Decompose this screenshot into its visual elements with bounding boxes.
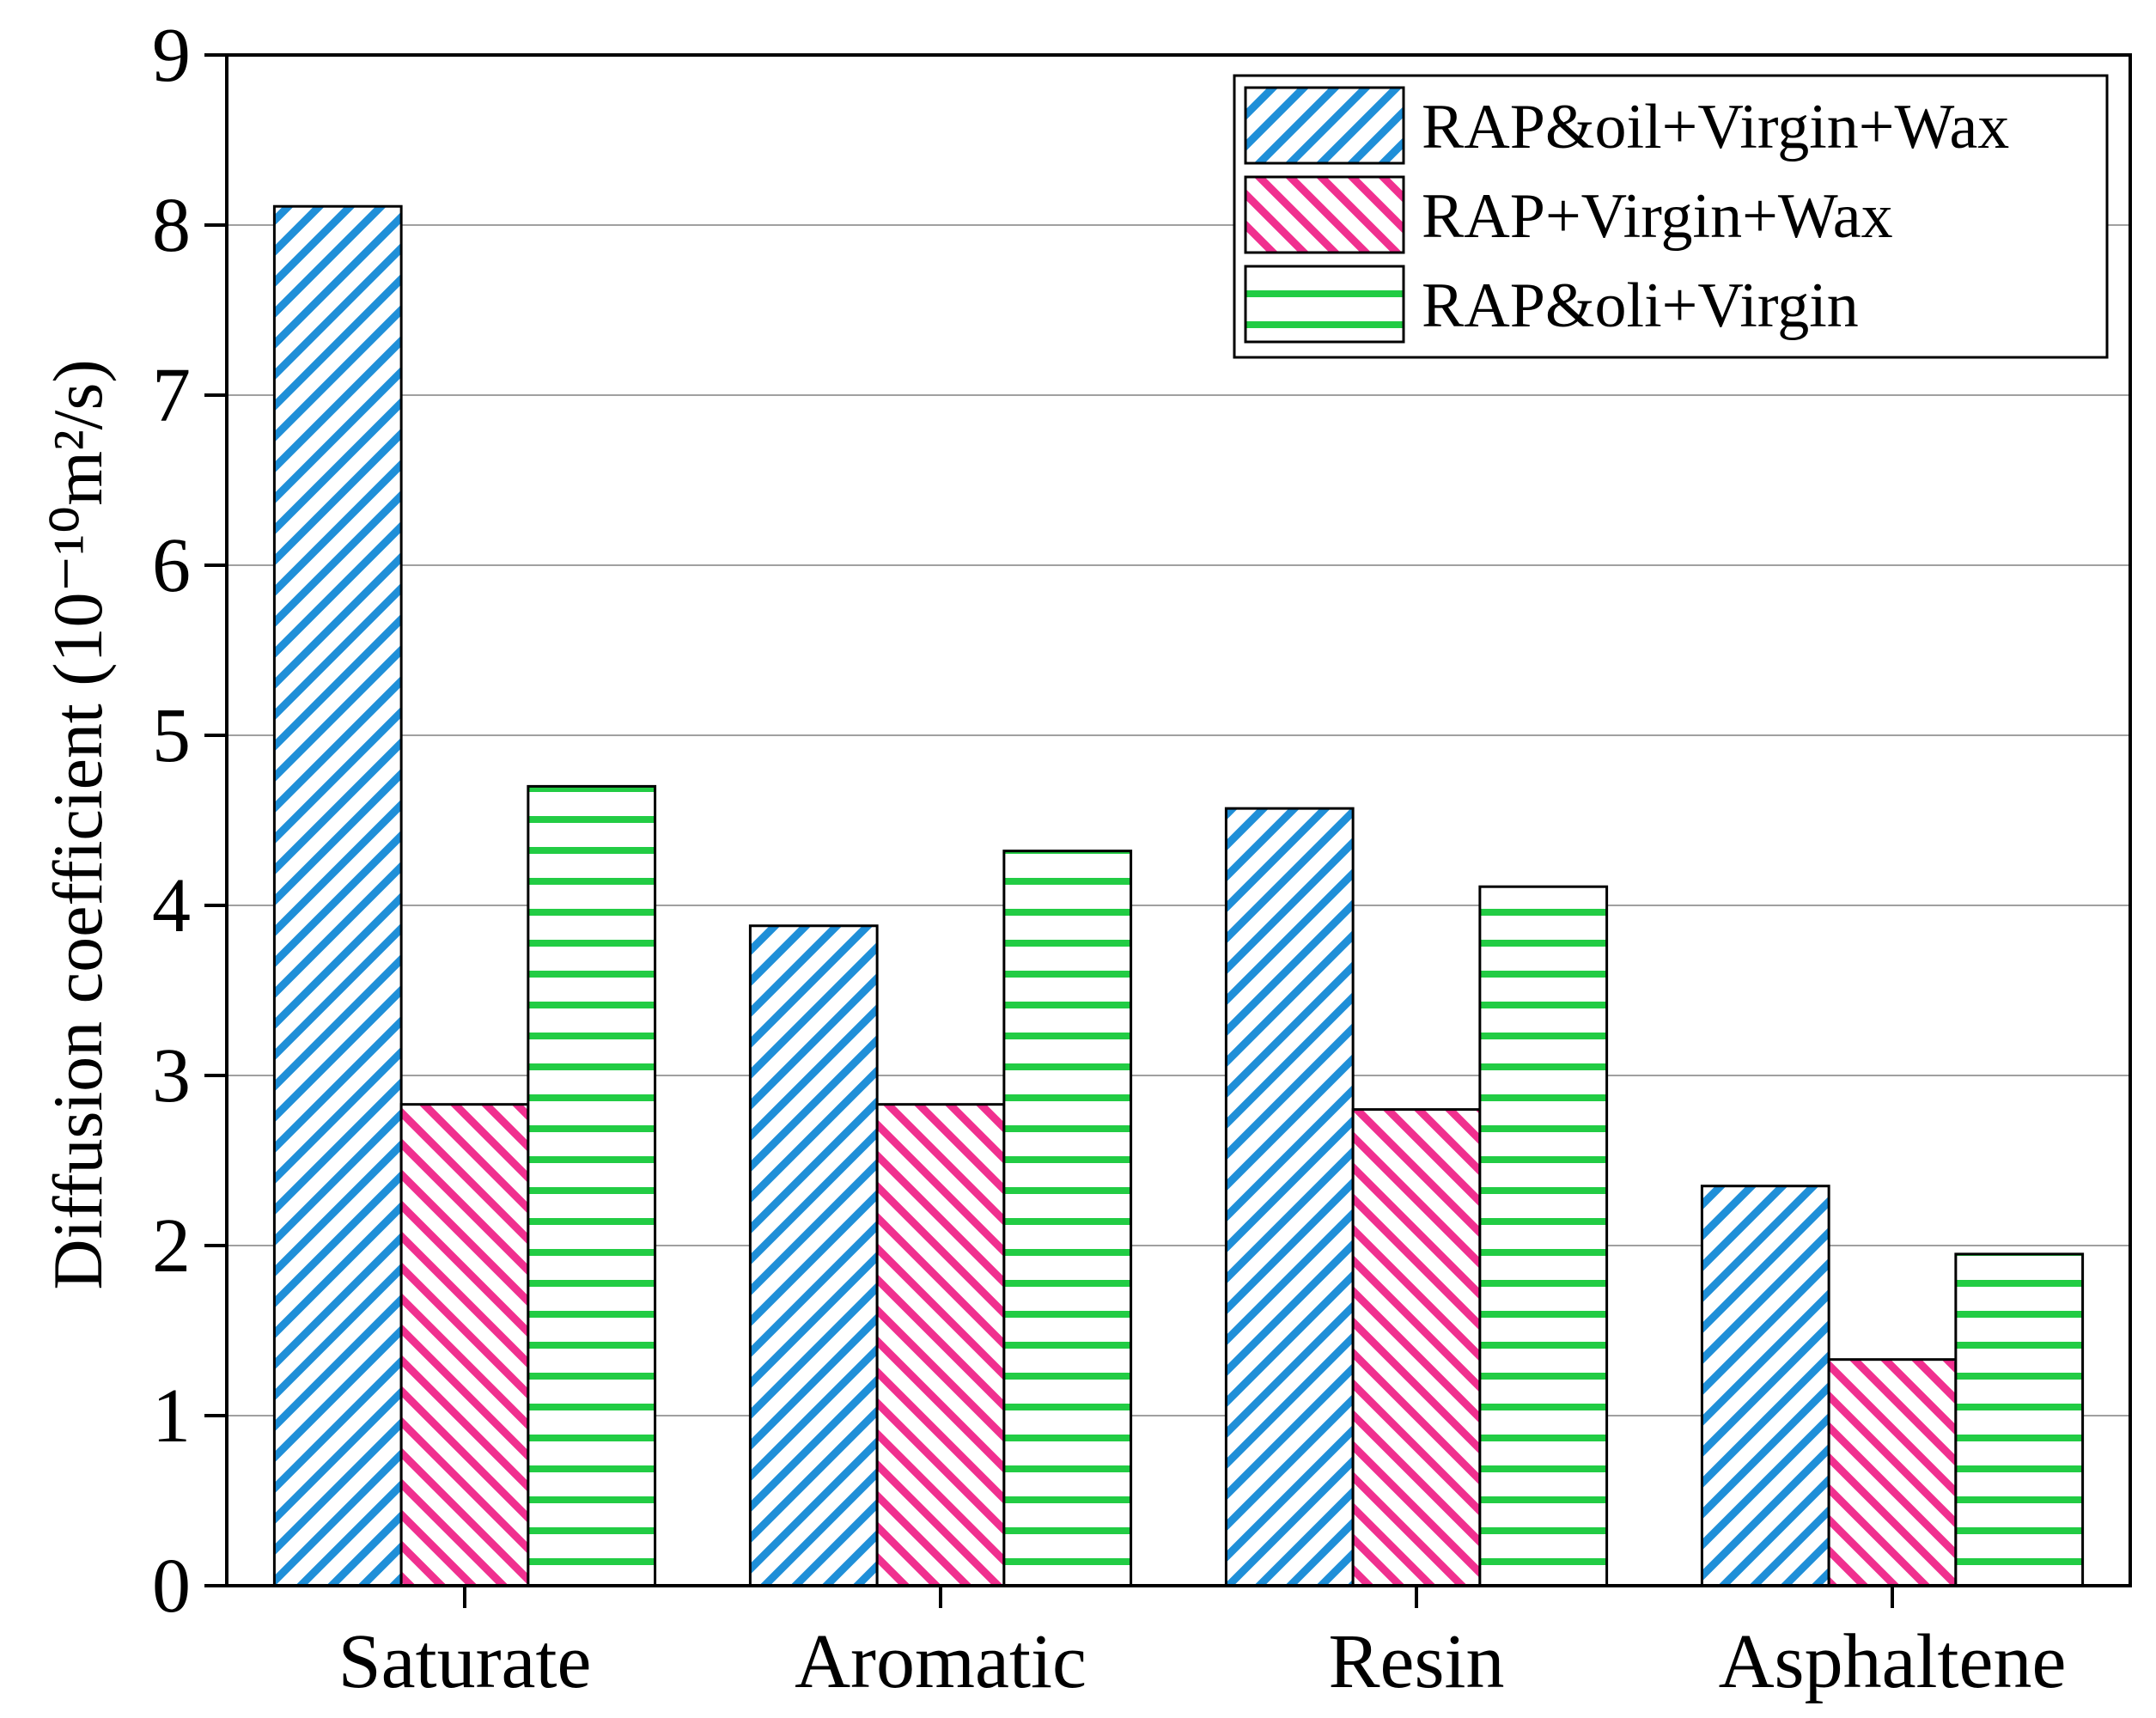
plot-frame	[225, 53, 2132, 1587]
y-tick-label: 4	[152, 863, 191, 948]
x-tick-label: Saturate	[338, 1619, 592, 1704]
bar	[1827, 1358, 1958, 1587]
bar	[1351, 1108, 1482, 1587]
bar	[1954, 1252, 2085, 1587]
x-tick-label: Asphaltene	[1719, 1619, 2067, 1704]
legend-swatch	[1244, 265, 1405, 344]
y-tick-label: 8	[152, 183, 191, 268]
legend-swatch	[1244, 175, 1405, 254]
bar	[1224, 807, 1355, 1587]
y-tick-label: 3	[152, 1033, 191, 1118]
bar	[1002, 850, 1133, 1587]
y-tick-label: 9	[152, 13, 191, 98]
y-tick-label: 0	[152, 1544, 191, 1629]
y-tick-label: 7	[152, 353, 191, 438]
bar	[748, 924, 879, 1587]
legend-label: RAP&oil+Virgin+Wax	[1422, 92, 2009, 162]
bar	[272, 204, 403, 1587]
bar	[875, 1103, 1006, 1587]
legend: RAP&oil+Virgin+Wax RAP+Virgin+Wax RAP&oli+…	[1233, 74, 2109, 359]
y-tick-label: 1	[152, 1374, 191, 1459]
y-axis-label: Diffusion coefficient (10⁻¹⁰m²/s)	[39, 359, 117, 1289]
bar	[399, 1103, 530, 1587]
y-tick-label: 2	[152, 1203, 191, 1288]
y-tick-label: 5	[152, 693, 191, 778]
x-tick-label: Aromatic	[795, 1619, 1087, 1704]
legend-label: RAP&oli+Virgin	[1422, 271, 1859, 341]
legend-swatch	[1244, 86, 1405, 165]
bar	[527, 784, 657, 1587]
bar	[1478, 885, 1609, 1587]
legend-label: RAP+Virgin+Wax	[1422, 181, 1893, 252]
bar	[1700, 1185, 1830, 1587]
y-tick-label: 6	[152, 523, 191, 608]
x-tick-label: Resin	[1328, 1619, 1504, 1704]
